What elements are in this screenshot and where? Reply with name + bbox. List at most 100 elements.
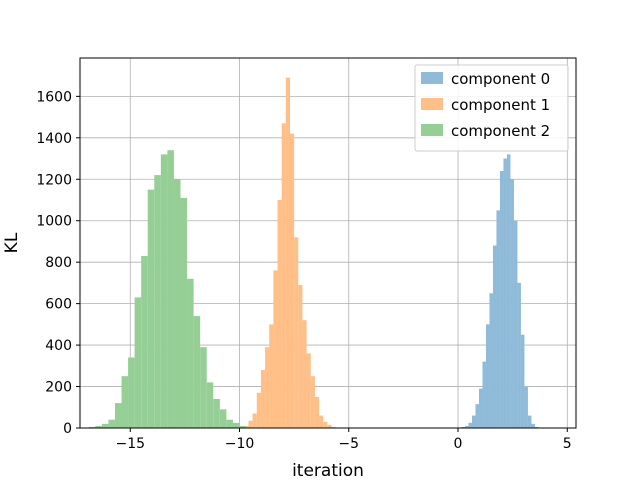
plot-frame	[79, 57, 577, 429]
histogram-bar	[277, 199, 282, 428]
histogram-bar	[289, 133, 295, 428]
histogram-bar	[524, 386, 528, 428]
histogram-bar	[239, 425, 247, 428]
bars	[88, 77, 539, 429]
legend-swatch	[421, 98, 443, 110]
y-tick-label: 1400	[36, 131, 72, 147]
series-0-bars	[461, 154, 539, 429]
x-axis-ticks: −15 −10 −5 0 5	[115, 428, 572, 452]
histogram-bar	[200, 347, 207, 428]
histogram-bar	[331, 426, 336, 428]
histogram-bar	[248, 420, 253, 428]
y-tick-label: 1600	[36, 89, 72, 105]
legend: component 0 component 1 component 2	[414, 64, 569, 152]
histogram-bar	[482, 361, 486, 428]
histogram-bar	[141, 255, 148, 428]
x-tick-label: −15	[115, 436, 145, 452]
histogram-bar	[226, 419, 233, 428]
histogram-bar	[213, 398, 220, 428]
histogram-bar	[167, 150, 174, 428]
histogram-bar	[503, 158, 507, 428]
histogram-bar	[281, 123, 286, 428]
histogram-bar	[520, 334, 525, 428]
histogram-bar	[314, 396, 320, 428]
histogram-bar	[244, 425, 249, 428]
histogram-bar	[154, 175, 161, 428]
legend-entry-label: component 0	[451, 70, 550, 88]
x-tick-label: 0	[454, 436, 463, 452]
legend-swatch	[421, 124, 443, 136]
x-tick-label: −10	[225, 436, 255, 452]
histogram-bar	[260, 369, 266, 428]
x-tick-label: 5	[563, 436, 572, 452]
histogram-bar	[327, 424, 332, 428]
histogram-bar	[513, 220, 518, 428]
histogram-bar	[160, 154, 168, 429]
histogram-bar	[468, 422, 472, 428]
histogram-bar	[485, 324, 490, 428]
legend-swatch	[421, 72, 443, 84]
histogram-bar	[108, 419, 115, 428]
histogram-bar	[319, 415, 324, 428]
histogram-bar	[531, 423, 535, 428]
histogram-bar	[265, 347, 270, 428]
histogram-bar	[471, 415, 476, 428]
histogram-bar	[95, 425, 102, 428]
histogram-bar	[173, 179, 181, 428]
histogram-bar	[517, 282, 521, 428]
histogram-bar	[101, 423, 109, 428]
series-2-bars	[88, 150, 247, 429]
y-axis-label: KL	[2, 232, 22, 253]
histogram-bar	[310, 376, 315, 428]
histogram-bar	[147, 189, 155, 428]
y-axis-ticks: 0 200 400 600 800 1000 1200 1400 1600	[36, 89, 80, 437]
histogram-bar	[323, 421, 328, 428]
histogram-bar	[492, 245, 497, 428]
histogram-bar	[269, 324, 274, 428]
histogram-bar	[219, 409, 227, 428]
histogram-bar	[478, 388, 483, 428]
histogram-bar	[306, 353, 311, 428]
y-tick-label: 0	[63, 421, 72, 437]
series-1-bars	[240, 77, 340, 428]
histogram-bar	[302, 320, 307, 428]
histogram-bar	[489, 293, 493, 428]
histogram-bar	[496, 210, 500, 428]
histogram-bar	[252, 413, 257, 428]
histogram-bar	[180, 197, 188, 428]
y-tick-label: 200	[45, 380, 72, 396]
histogram-bar	[273, 270, 278, 428]
histogram-bar	[461, 426, 466, 428]
y-tick-label: 1200	[36, 172, 72, 188]
histogram-bar	[527, 415, 532, 428]
y-tick-label: 400	[45, 338, 72, 354]
histogram-bar	[121, 376, 129, 428]
histogram-bar	[134, 297, 142, 428]
histogram-bar	[206, 382, 214, 428]
histogram-bar	[187, 278, 194, 428]
histogram-bar	[256, 392, 261, 428]
histogram-bar	[285, 77, 290, 428]
y-tick-label: 1000	[36, 214, 72, 230]
x-tick-label: −5	[338, 436, 359, 452]
histogram-bar	[475, 404, 479, 428]
histogram-bar	[534, 426, 539, 428]
histogram-bar	[193, 316, 201, 428]
histogram-bar	[294, 237, 299, 428]
histogram-bar	[465, 425, 469, 428]
legend-entry-label: component 2	[451, 122, 550, 140]
legend-frame	[414, 64, 569, 152]
histogram-bar	[88, 426, 96, 428]
histogram-bar	[298, 284, 303, 428]
y-tick-label: 800	[45, 255, 72, 271]
x-axis-label: iteration	[292, 461, 364, 480]
y-tick-label: 600	[45, 297, 72, 313]
histogram-bar	[128, 357, 135, 428]
histogram-bar	[114, 403, 122, 428]
legend-entry-label: component 1	[451, 96, 550, 114]
histogram-bar	[506, 154, 511, 429]
histogram-bar	[232, 422, 240, 428]
histogram-bar	[499, 170, 504, 429]
histogram-bar	[510, 179, 514, 428]
